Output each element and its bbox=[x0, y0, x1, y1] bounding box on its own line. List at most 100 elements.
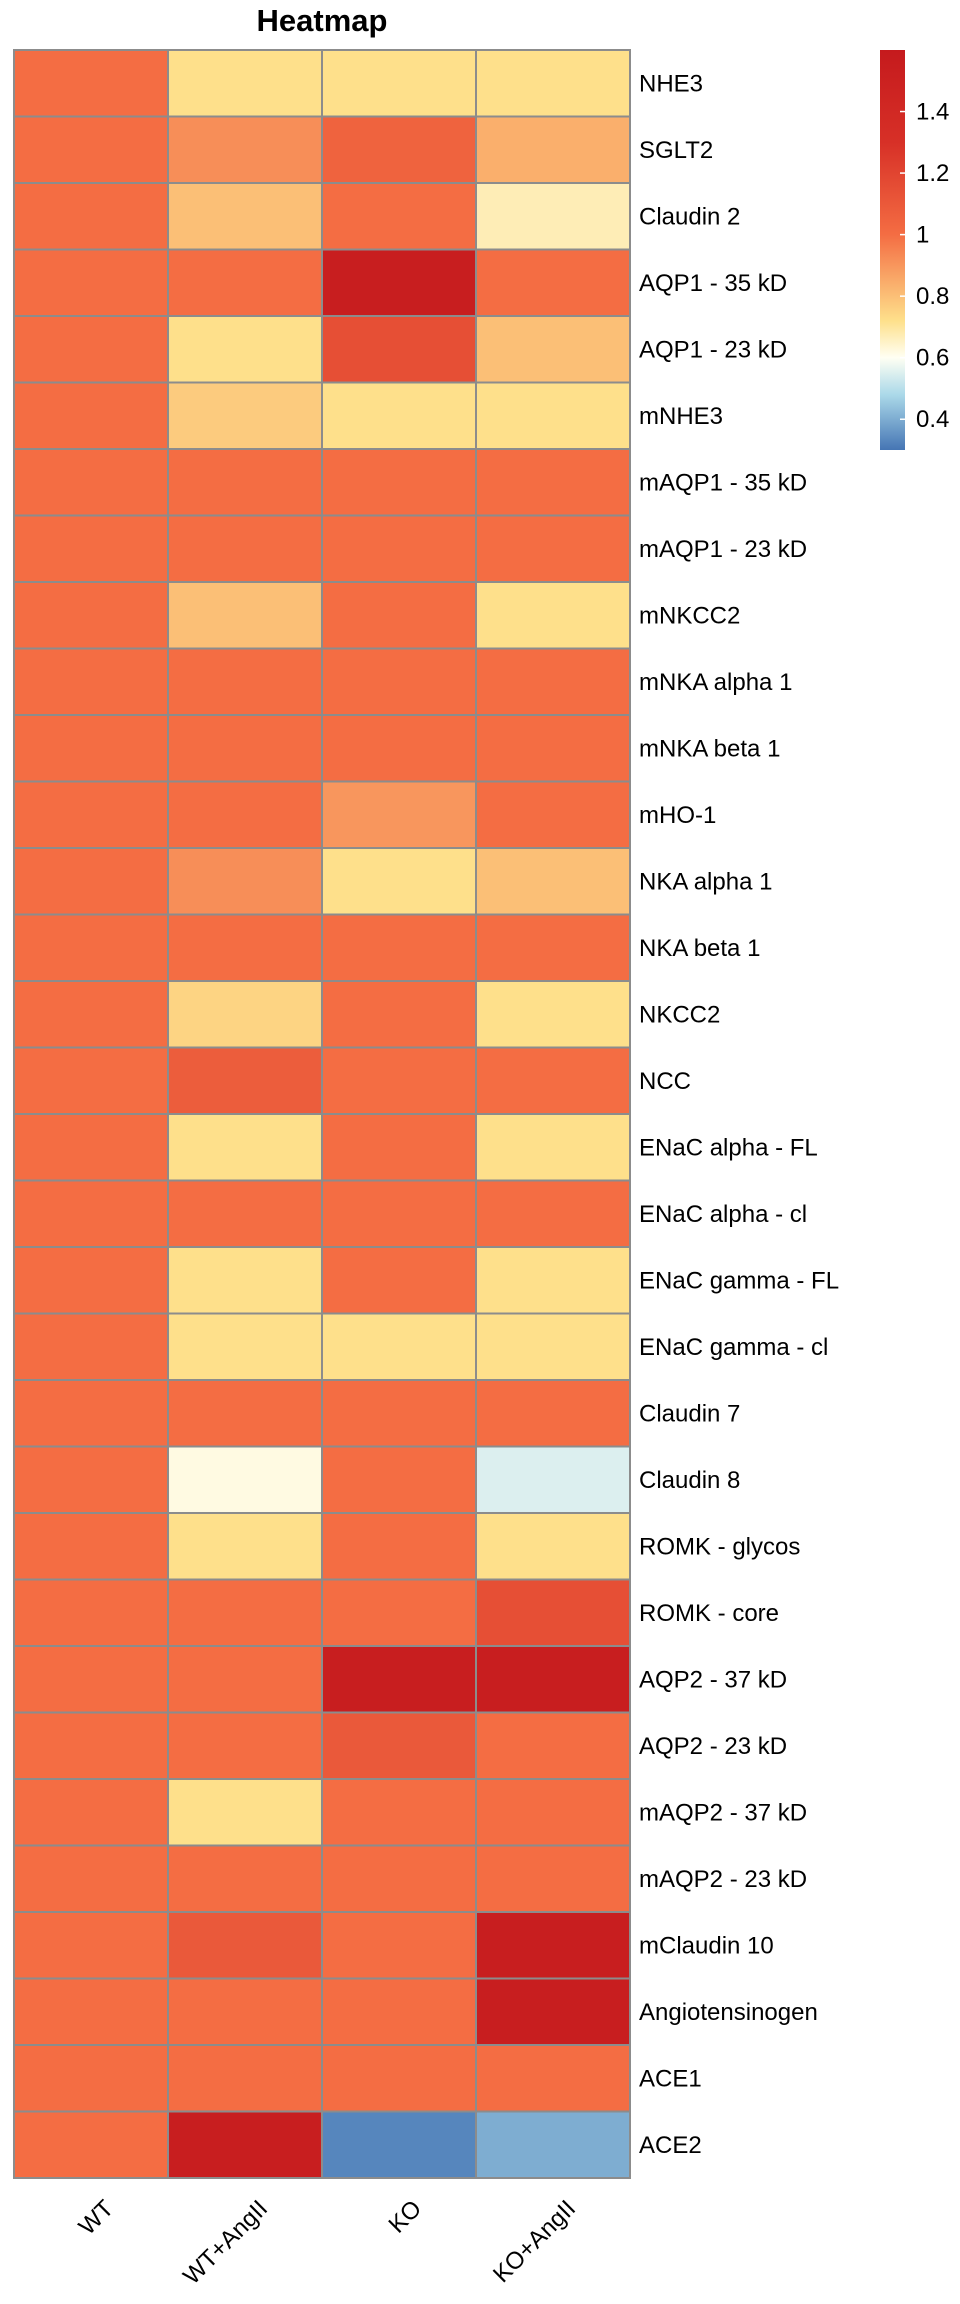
heatmap-cell bbox=[321, 381, 477, 450]
heatmap-cell bbox=[13, 1645, 169, 1714]
row-label: ROMK - glycos bbox=[639, 1533, 800, 1560]
heatmap-cell bbox=[475, 1179, 631, 1248]
row-label: NHE3 bbox=[639, 70, 703, 97]
row-label: NCC bbox=[639, 1068, 691, 1095]
row-label: Claudin 7 bbox=[639, 1400, 740, 1427]
heatmap-cell bbox=[13, 1312, 169, 1381]
heatmap-cell bbox=[321, 714, 477, 783]
heatmap-cell bbox=[321, 49, 477, 118]
colorbar-tick-label: 1.4 bbox=[916, 99, 949, 126]
heatmap-cell bbox=[475, 581, 631, 650]
heatmap-cell bbox=[13, 1445, 169, 1514]
heatmap-cell bbox=[167, 1312, 323, 1381]
heatmap-cell bbox=[13, 1046, 169, 1115]
heatmap-cell bbox=[475, 1711, 631, 1780]
heatmap-cell bbox=[167, 1512, 323, 1581]
heatmap-cell bbox=[475, 49, 631, 118]
chart-title: Heatmap bbox=[257, 3, 388, 38]
heatmap-cell bbox=[321, 248, 477, 317]
heatmap-cell bbox=[13, 1977, 169, 2046]
row-label: mNHE3 bbox=[639, 403, 723, 430]
heatmap-cell bbox=[167, 115, 323, 184]
row-label: ENaC gamma - FL bbox=[639, 1267, 839, 1294]
row-label: AQP2 - 23 kD bbox=[639, 1733, 787, 1760]
heatmap-cell bbox=[321, 1711, 477, 1780]
row-label: mAQP1 - 35 kD bbox=[639, 469, 807, 496]
heatmap-cell bbox=[321, 1512, 477, 1581]
heatmap-cell bbox=[13, 248, 169, 317]
heatmap-cell bbox=[13, 1578, 169, 1647]
heatmap-cell bbox=[13, 2044, 169, 2113]
heatmap-cell bbox=[321, 913, 477, 982]
heatmap-cell bbox=[475, 1113, 631, 1182]
heatmap-cell bbox=[13, 1512, 169, 1581]
heatmap-cell bbox=[475, 1844, 631, 1913]
row-label: NKCC2 bbox=[639, 1001, 720, 1028]
heatmap-cell bbox=[321, 2110, 477, 2179]
heatmap-cell bbox=[167, 1711, 323, 1780]
column-label: WT+AngII bbox=[178, 2195, 273, 2290]
heatmap-cell bbox=[167, 714, 323, 783]
heatmap-cell bbox=[13, 980, 169, 1049]
heatmap-cell bbox=[321, 647, 477, 716]
row-label: ENaC alpha - FL bbox=[639, 1134, 818, 1161]
heatmap-cell bbox=[167, 2110, 323, 2179]
row-label: ACE2 bbox=[639, 2132, 702, 2159]
heatmap-cell bbox=[321, 1379, 477, 1448]
colorbar-tick-label: 0.6 bbox=[916, 345, 949, 372]
heatmap-cell bbox=[475, 2110, 631, 2179]
row-label: mAQP1 - 23 kD bbox=[639, 536, 807, 563]
heatmap-cell bbox=[321, 847, 477, 916]
heatmap-cell bbox=[167, 1578, 323, 1647]
heatmap-cell bbox=[167, 448, 323, 517]
heatmap-cell bbox=[321, 1977, 477, 2046]
row-label: mNKA beta 1 bbox=[639, 735, 780, 762]
heatmap-cell bbox=[321, 1113, 477, 1182]
heatmap-cell bbox=[167, 1445, 323, 1514]
row-label: ENaC alpha - cl bbox=[639, 1201, 807, 1228]
heatmap-cell bbox=[13, 1179, 169, 1248]
heatmap-cell bbox=[475, 913, 631, 982]
colorbar-tick-label: 0.8 bbox=[916, 283, 949, 310]
heatmap-cell bbox=[475, 1778, 631, 1847]
heatmap-cell bbox=[321, 1578, 477, 1647]
heatmap-cell bbox=[321, 514, 477, 583]
heatmap-cell bbox=[13, 847, 169, 916]
row-label: mHO-1 bbox=[639, 802, 716, 829]
heatmap-cell bbox=[475, 1445, 631, 1514]
heatmap-cell bbox=[475, 315, 631, 384]
heatmap-cell bbox=[321, 448, 477, 517]
heatmap-cell bbox=[167, 1645, 323, 1714]
heatmap-cell bbox=[167, 2044, 323, 2113]
heatmap-cell bbox=[167, 647, 323, 716]
row-label: NKA beta 1 bbox=[639, 935, 760, 962]
heatmap-cell bbox=[475, 1578, 631, 1647]
heatmap-cell bbox=[321, 182, 477, 251]
heatmap-cell bbox=[167, 1977, 323, 2046]
heatmap-cell bbox=[321, 1844, 477, 1913]
heatmap-cell bbox=[475, 514, 631, 583]
heatmap-cell bbox=[475, 248, 631, 317]
heatmap-cell bbox=[13, 2110, 169, 2179]
heatmap-cell bbox=[13, 514, 169, 583]
heatmap-cell bbox=[321, 1312, 477, 1381]
heatmap-cell bbox=[167, 315, 323, 384]
heatmap-cell bbox=[13, 1711, 169, 1780]
heatmap-cell bbox=[13, 381, 169, 450]
heatmap-cell bbox=[13, 1113, 169, 1182]
heatmap-cell bbox=[13, 714, 169, 783]
heatmap-cell bbox=[475, 780, 631, 849]
row-label: Claudin 2 bbox=[639, 203, 740, 230]
heatmap-cell bbox=[475, 1645, 631, 1714]
heatmap-cell bbox=[167, 1179, 323, 1248]
row-label: SGLT2 bbox=[639, 137, 713, 164]
row-label: AQP1 - 35 kD bbox=[639, 270, 787, 297]
row-label: ACE1 bbox=[639, 2065, 702, 2092]
heatmap-cell bbox=[13, 780, 169, 849]
heatmap-cell bbox=[13, 1246, 169, 1315]
colorbar-tick-label: 1 bbox=[916, 222, 929, 249]
column-label: KO+AngII bbox=[488, 2195, 581, 2288]
heatmap-cell bbox=[475, 2044, 631, 2113]
heatmap-cell bbox=[13, 1379, 169, 1448]
